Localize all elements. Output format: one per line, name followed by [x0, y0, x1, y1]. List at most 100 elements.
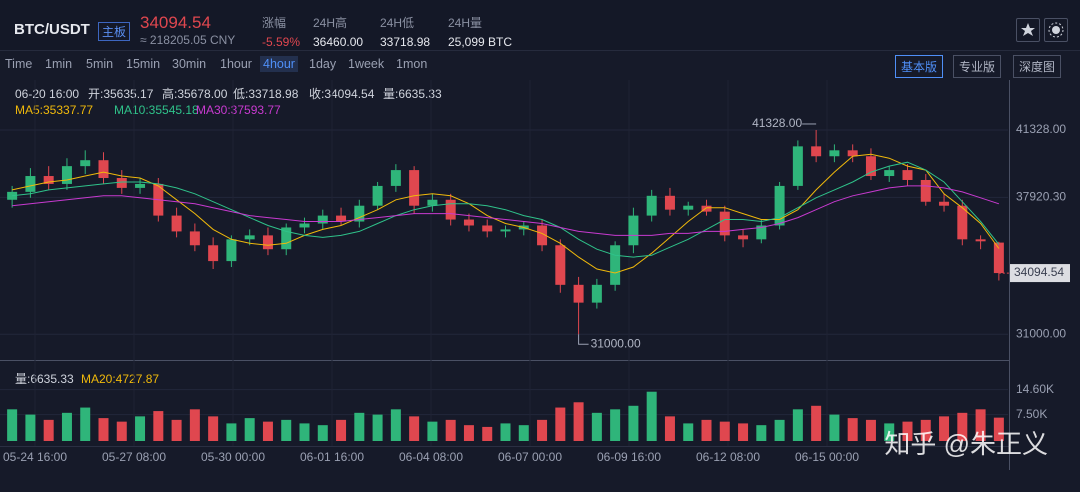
candle-body	[573, 284, 584, 303]
volume-bar	[80, 407, 91, 441]
candle-body	[756, 225, 767, 240]
volume-bar	[738, 423, 749, 441]
volume-bar	[847, 418, 858, 441]
view-button[interactable]: 专业版	[953, 55, 1002, 78]
ma-line	[12, 185, 1000, 236]
ohlc-info: 高:35678.00	[162, 86, 228, 101]
candle-body	[939, 201, 950, 206]
volume-bar	[299, 423, 310, 441]
volume-bar	[208, 416, 219, 441]
volume-tick-label: 14.60K	[1016, 382, 1054, 396]
candle-body	[628, 215, 639, 246]
volume-bar	[829, 414, 840, 441]
volume-bar	[409, 416, 420, 441]
candle-body	[902, 170, 913, 180]
volume-bar	[189, 409, 200, 441]
stat: 24H低 33718.98	[380, 14, 430, 49]
volume-bar	[500, 423, 511, 441]
volume-bar	[281, 419, 292, 441]
stat: 涨幅 -5.59%	[262, 14, 300, 49]
candle-body	[774, 185, 785, 226]
volume-bar	[701, 419, 712, 441]
interval-tab[interactable]: 1hour	[220, 57, 252, 71]
x-tick-label: 05-30 00:00	[201, 450, 265, 464]
volume-tick-label: 7.50K	[1016, 407, 1047, 421]
volume-bar	[719, 421, 730, 441]
volume-bar	[939, 416, 950, 441]
interval-tab[interactable]: 4hour	[260, 56, 298, 72]
stat-label: 24H量	[448, 16, 483, 30]
candle-body	[683, 205, 694, 210]
candle-body	[738, 235, 749, 240]
candle-body	[920, 179, 931, 202]
volume-bar	[902, 421, 913, 441]
pair[interactable]: BTC/USDT	[14, 21, 90, 38]
interval-tab[interactable]: 1week	[348, 57, 385, 71]
favorite-button[interactable]	[1016, 18, 1040, 42]
volume-bar	[153, 411, 164, 441]
interval-tab[interactable]: 30min	[172, 57, 207, 71]
ohlc-info: 低:33718.98	[233, 87, 299, 101]
low-label: 31000.00	[591, 336, 641, 350]
x-tick-label: 06-01 16:00	[300, 450, 364, 464]
candle-body	[829, 150, 840, 157]
candle-body	[299, 223, 310, 228]
ohlc-info: 开:35635.17	[88, 87, 154, 101]
candle-body	[25, 176, 36, 192]
volume-bar	[628, 405, 639, 441]
view-button[interactable]: 基本版	[895, 55, 944, 78]
candle-body	[409, 170, 420, 206]
volume-bar	[865, 419, 876, 441]
volume-bar	[792, 409, 803, 441]
stat-label: 涨幅	[262, 16, 287, 30]
y-tick-label: 41328.00	[1016, 122, 1066, 136]
theme-button[interactable]	[1044, 18, 1068, 42]
stat: 24H高 36460.00	[313, 14, 363, 49]
interval-tab[interactable]: 5min	[86, 57, 114, 71]
volume-bar	[43, 419, 54, 441]
volume-legend: MA20:4727.87	[81, 372, 159, 386]
view-button[interactable]: 深度图	[1013, 55, 1062, 78]
interval-tab[interactable]: 1min	[45, 57, 73, 71]
x-tick-label: 06-04 08:00	[399, 450, 463, 464]
volume-bar	[993, 417, 1004, 441]
candle-body	[61, 166, 72, 184]
volume-bar	[537, 419, 548, 441]
candle-body	[281, 227, 292, 250]
last-price: 34094.54	[140, 13, 211, 32]
board-tag: 主板	[98, 22, 131, 41]
x-tick-label: 05-27 08:00	[102, 450, 166, 464]
volume-bar	[61, 412, 72, 441]
candle-body	[189, 231, 200, 246]
candle-body	[336, 215, 347, 222]
candle-body	[135, 183, 146, 188]
volume-bar	[354, 412, 365, 441]
volume-bar	[610, 409, 621, 441]
candle-body	[80, 160, 91, 167]
y-tick-label: 37920.30	[1016, 190, 1066, 204]
last-price-label: 34094.54	[1014, 265, 1064, 279]
candle-body	[244, 235, 255, 240]
volume-bar	[244, 418, 255, 441]
candle-body	[975, 239, 986, 242]
candle-body	[208, 245, 219, 262]
candle-body	[500, 229, 511, 232]
watermark: 知乎 @朱正义	[884, 429, 1048, 459]
volume-bar	[336, 419, 347, 441]
volume-bar	[317, 425, 328, 441]
volume-bar	[372, 414, 383, 441]
stat-label: 24H低	[380, 16, 415, 30]
candle-body	[610, 245, 621, 285]
x-tick-label: 06-12 08:00	[696, 450, 760, 464]
ohlc-info: 收:34094.54	[309, 87, 375, 101]
volume-bar	[116, 421, 127, 441]
interval-tab[interactable]: 1mon	[396, 57, 428, 71]
interval-tab[interactable]: 15min	[126, 57, 161, 71]
volume-bar	[25, 414, 36, 441]
ohlc-info: 06-20 16:00	[15, 87, 79, 101]
interval-tab[interactable]: Time	[5, 57, 33, 71]
candle-body	[811, 146, 822, 157]
interval-tab[interactable]: 1day	[309, 57, 337, 71]
volume-bar	[390, 409, 401, 441]
